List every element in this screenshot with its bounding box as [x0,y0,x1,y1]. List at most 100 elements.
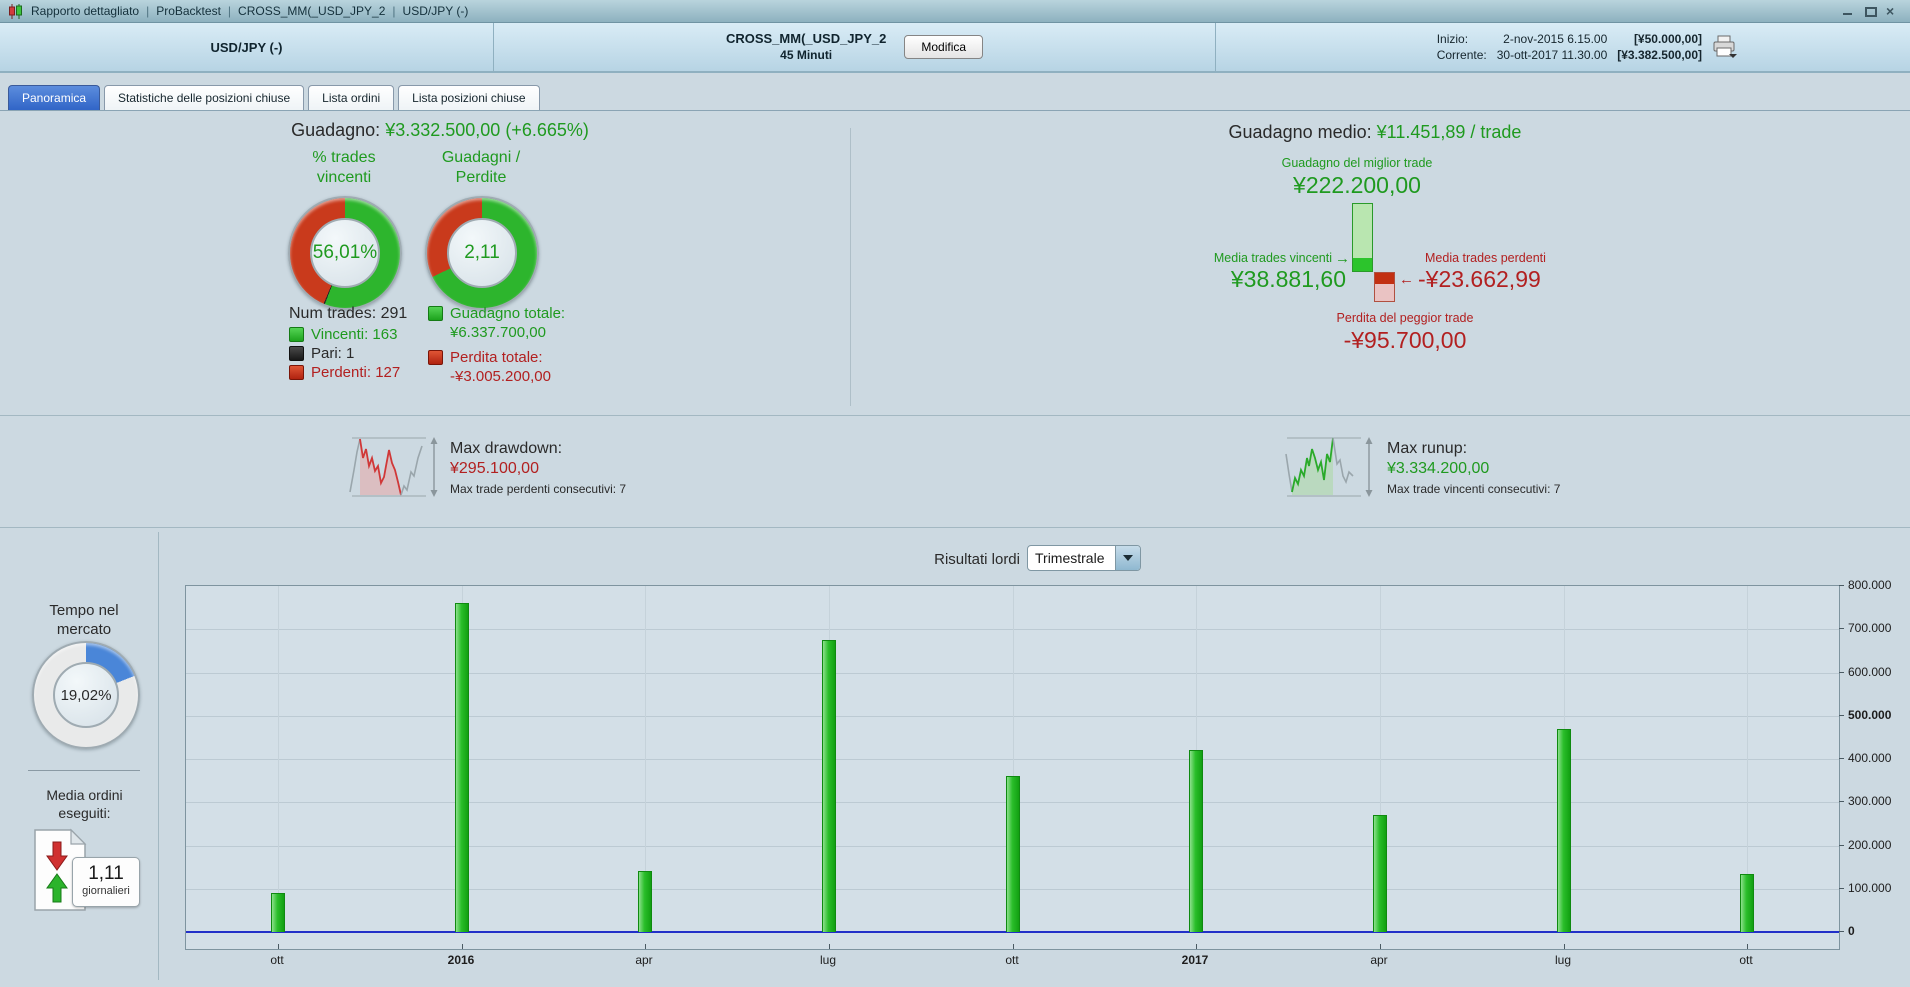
runup-label: Max runup: [1387,440,1468,457]
chevron-down-icon[interactable] [1115,546,1140,570]
legend-row-even: Pari: 1 [289,345,354,362]
avg-win-label: Media trades vincenti [1213,251,1332,265]
best-trade-label: Guadagno del miglior trade [1281,156,1433,170]
x-tick-mark [278,944,279,949]
chart-bar [638,871,652,932]
overview-divider [850,128,851,406]
legend-row-winners: Vincenti: 163 [289,326,397,343]
chart-v-gridline [1380,586,1381,932]
num-trades: Num trades: 291 [289,305,408,322]
runup-sparkline-icon [1283,436,1377,503]
title-bar: Rapporto dettagliato | ProBacktest | CRO… [0,0,1910,23]
gain-loss-ratio-donut: 2,11 [425,196,539,310]
x-tick-label: 2016 [447,953,475,967]
chart-bar [1557,729,1571,932]
x-tick-label: lug [819,953,836,967]
titlebar-part-app: ProBacktest [156,4,221,18]
current-label: Corrente: [1436,48,1487,62]
win-donut-title: % trades vincenti [312,149,376,186]
candlestick-icon [8,3,24,19]
avg-win-bar [1352,203,1373,272]
printer-icon[interactable] [1712,35,1738,59]
chart-bar [1006,776,1020,932]
current-value: [¥3.382.500,00] [1617,48,1702,62]
y-tick-label: 700.000 [1848,621,1892,636]
x-tick-mark [1013,944,1014,949]
chart-bar [271,893,285,932]
y-tick-label: 300.000 [1848,794,1892,809]
y-tick-mark [1839,844,1844,846]
x-tick-mark [1747,944,1748,949]
modify-button[interactable]: Modifica [904,35,984,59]
avg-gain-heading: Guadagno medio: ¥11.451,89 / trade [1075,122,1675,143]
chart-gridline [186,715,1839,717]
x-tick-mark [829,944,830,949]
chart-y-axis: 800.000 700.000 600.000 500.000 400.000 300.0… [1839,578,1909,950]
winners-swatch-icon [289,327,304,342]
y-tick-mark [1839,628,1844,630]
chart-bar [822,640,836,932]
y-tick-label: 0 [1848,924,1855,938]
x-tick-mark [1564,944,1565,949]
total-loss-swatch-icon [428,350,443,365]
dates-cell: Inizio: 2-nov-2015 6.15.00 [¥50.000,00] … [1216,23,1910,71]
chart-bar [1189,750,1203,932]
instrument-cell: USD/JPY (-) [0,23,494,71]
drawdown-value: ¥295.100,00 [450,460,539,477]
gain-heading: Guadagno: ¥3.332.500,00 (+6.665%) [180,120,700,141]
minimize-button[interactable] [1842,6,1854,16]
drawdown-sparkline-icon [348,436,442,503]
avg-win-arrow-icon: → [1335,250,1350,267]
results-label: Risultati lordi [934,551,1020,568]
titlebar-part-instrument: USD/JPY (-) [402,4,469,18]
tab-lista-ordini[interactable]: Lista ordini [308,85,395,111]
close-button[interactable]: × [1886,3,1895,19]
x-tick-label: ott [1005,953,1019,967]
time-in-market-value: 19,02% [53,662,119,728]
y-tick-mark [1839,887,1844,889]
x-tick-label: ott [270,953,284,967]
y-tick-mark [1839,585,1844,586]
y-tick-mark [1839,801,1844,803]
total-gain-value: ¥6.337.700,00 [450,324,546,341]
start-value: [¥50.000,00] [1633,32,1702,46]
gl-donut-title: Guadagni / Perdite [441,149,521,186]
time-in-market-title: Tempo nel mercato [49,602,119,638]
left-panel-divider [28,770,140,771]
worst-trade-label: Perdita del peggior trade [1336,311,1474,325]
avg-loss-value-row: ← -¥23.662,99 [1399,266,1541,293]
y-tick-mark [1839,671,1844,673]
chart-v-gridline [645,586,646,932]
x-tick-mark [1380,944,1381,949]
chart-bar [1740,874,1754,932]
tab-panoramica[interactable]: Panoramica [8,85,101,111]
system-name-block: CROSS_MM(_USD_JPY_2 45 Minuti [726,31,886,63]
winners-count: Vincenti: 163 [311,326,398,343]
win-rate-value: 56,01% [310,218,380,288]
even-swatch-icon [289,346,304,361]
avg-gain-value: ¥11.451,89 / trade [1376,122,1522,142]
avg-win-segment [1353,258,1372,271]
period-select[interactable]: Trimestrale [1027,545,1141,571]
tab-statistiche-posizioni-chiuse[interactable]: Statistiche delle posizioni chiuse [104,85,305,111]
chart-gridline [186,672,1839,674]
gain-value: ¥3.332.500,00 (+6.665%) [385,120,589,140]
gain-loss-ratio-value: 2,11 [447,218,517,288]
tab-lista-posizioni-chiuse[interactable]: Lista posizioni chiuse [398,85,540,111]
worst-trade-value: -¥95.700,00 [1343,327,1467,353]
avg-orders-label: Media ordini eseguiti: [46,787,123,821]
x-tick-label: apr [635,953,653,967]
y-tick-mark [1839,758,1844,759]
legend-row-total-loss: Perdita totale: [428,349,543,366]
maximize-button[interactable] [1864,6,1877,17]
legend-row-total-gain: Guadagno totale: [428,305,565,322]
legend-row-losers: Perdenti: 127 [289,364,400,381]
current-date: 30-ott-2017 11.30.00 [1496,48,1608,62]
y-tick-mark [1839,931,1844,932]
drawdown-note: Max trade perdenti consecutivi: 7 [450,482,627,496]
x-tick-label: 2017 [1181,953,1209,967]
chart-zero-line [186,931,1839,933]
x-tick-mark [1196,944,1197,949]
runup-note: Max trade vincenti consecutivi: 7 [1387,482,1561,496]
